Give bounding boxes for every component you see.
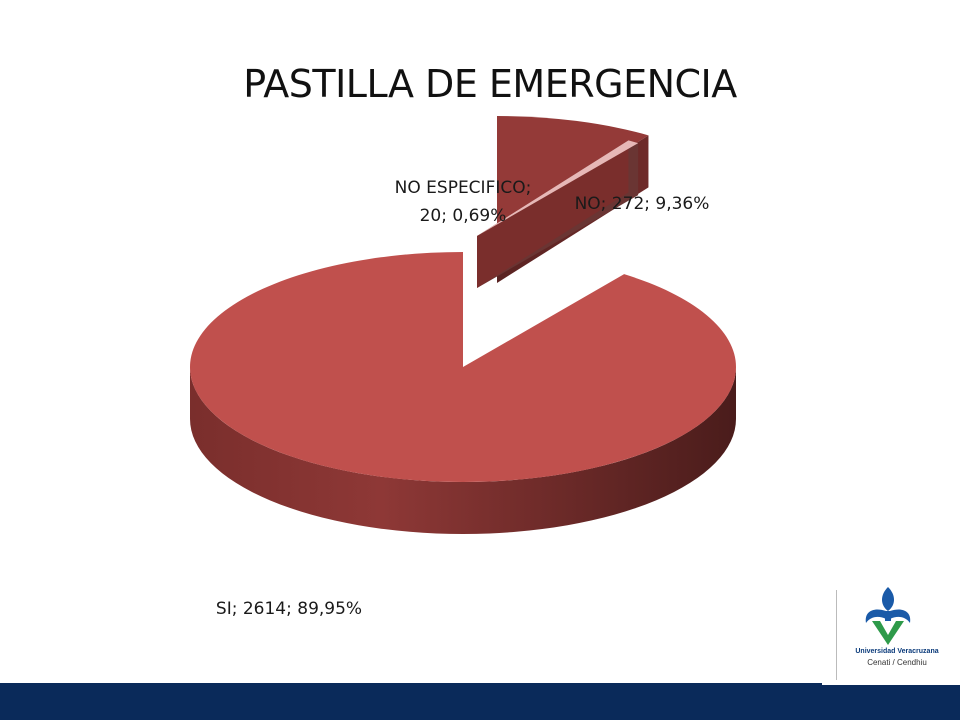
pie-slice-side-si xyxy=(190,367,736,534)
data-label-no-especifico-line1: NO ESPECIFICO; xyxy=(395,178,532,198)
data-label-no-especifico-line2: 20; 0,69% xyxy=(420,206,507,226)
logo-divider xyxy=(836,590,837,680)
logo-university-name: Universidad Veracruzana xyxy=(855,648,939,655)
pie-slice-no-especifico xyxy=(477,140,639,236)
chart-title: PASTILLA DE EMERGENCIA xyxy=(243,62,737,106)
university-logo-icon xyxy=(865,587,911,645)
footer-bar xyxy=(0,683,960,720)
pie-slice-side-inner-no-especifico xyxy=(477,140,629,288)
logo-unit-name: Cenati / Cendhiu xyxy=(867,658,927,667)
data-label-si: SI; 2614; 89,95% xyxy=(216,599,362,619)
pie-slice-si xyxy=(189,252,736,483)
data-label-no: NO; 272; 9,36% xyxy=(575,194,710,214)
